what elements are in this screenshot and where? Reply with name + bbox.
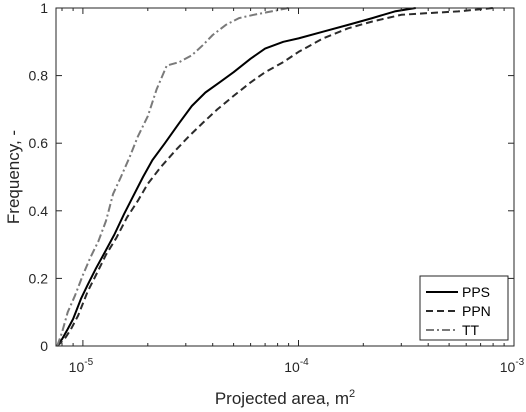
series-line-ppn [56, 7, 494, 347]
y-tick-label: 0.6 [29, 135, 49, 151]
legend: PPS PPN TT [419, 275, 509, 341]
y-tick-label: 0.8 [29, 68, 49, 84]
y-tick-label: 0.4 [29, 203, 49, 219]
y-tick-label: 1 [40, 0, 48, 16]
series-line-pps [56, 7, 416, 347]
x-tick-label-base: 10 [500, 359, 516, 375]
x-tick-label: 10-4 [284, 357, 309, 375]
y-tick-label: 0.2 [29, 270, 49, 286]
x-tick-label: 10-5 [69, 357, 94, 375]
series-layer [56, 7, 494, 347]
legend-label-pps: PPS [462, 284, 490, 300]
legend-label-ppn: PPN [462, 303, 491, 319]
x-tick-labels: 10-5 10-4 10-3 [69, 357, 525, 375]
x-axis-label: Projected area, m2 [215, 388, 355, 408]
x-tick-label-exponent: -3 [515, 357, 524, 368]
legend-box [419, 275, 509, 341]
x-tick-label-base: 10 [284, 359, 300, 375]
x-tick-label-base: 10 [69, 359, 85, 375]
x-axis-label-superscript: 2 [349, 388, 355, 400]
legend-label-tt: TT [462, 322, 480, 338]
legend-items: PPS PPN TT [426, 284, 491, 338]
plot-frame [55, 7, 515, 347]
x-tick-label-exponent: -4 [300, 357, 309, 368]
x-axis-label-text: Projected area, m [215, 389, 349, 408]
series-line-tt [56, 7, 289, 347]
y-tick-labels: 0 0.2 0.4 0.6 0.8 1 [29, 0, 49, 354]
x-tick-label: 10-3 [500, 357, 525, 375]
y-axis-label: Frequency, - [4, 130, 23, 224]
y-tick-label: 0 [40, 338, 48, 354]
x-tick-label-exponent: -5 [84, 357, 93, 368]
